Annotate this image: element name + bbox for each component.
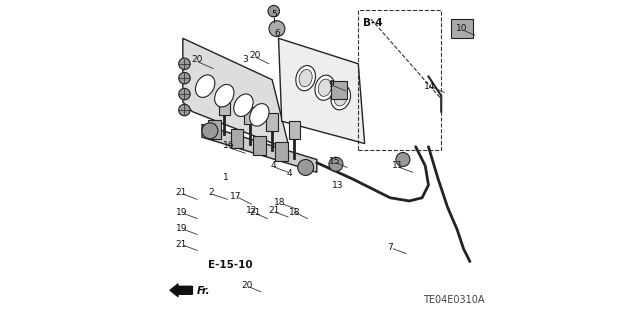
- Text: 12: 12: [246, 206, 257, 215]
- Text: 4: 4: [271, 161, 276, 170]
- Ellipse shape: [331, 85, 351, 110]
- Ellipse shape: [315, 75, 335, 100]
- Bar: [209, 120, 221, 139]
- Bar: [218, 97, 230, 115]
- Bar: [244, 107, 255, 124]
- Text: 19: 19: [175, 208, 187, 217]
- Text: 2: 2: [209, 189, 214, 197]
- Polygon shape: [278, 38, 365, 144]
- Text: 5: 5: [271, 10, 276, 19]
- Text: B-4: B-4: [363, 18, 382, 27]
- Polygon shape: [183, 38, 288, 147]
- Bar: [253, 136, 266, 155]
- Text: 21: 21: [175, 189, 187, 197]
- Text: 1: 1: [223, 173, 228, 182]
- Circle shape: [329, 157, 343, 171]
- Text: E-15-10: E-15-10: [209, 260, 253, 270]
- Text: 14: 14: [424, 82, 436, 91]
- Text: 7: 7: [387, 243, 393, 252]
- Circle shape: [179, 88, 190, 100]
- Ellipse shape: [296, 66, 316, 91]
- Text: 16: 16: [223, 141, 235, 150]
- Bar: [358, 10, 441, 150]
- Text: 13: 13: [332, 181, 343, 189]
- Circle shape: [298, 160, 314, 175]
- Circle shape: [179, 72, 190, 84]
- Ellipse shape: [334, 89, 348, 106]
- Ellipse shape: [250, 104, 269, 126]
- Bar: [289, 121, 300, 139]
- Text: 20: 20: [191, 55, 203, 63]
- Text: 21: 21: [175, 240, 187, 249]
- Text: 11: 11: [392, 161, 404, 170]
- Circle shape: [396, 152, 410, 167]
- Circle shape: [179, 104, 190, 116]
- Circle shape: [202, 123, 218, 139]
- Circle shape: [179, 58, 190, 70]
- Ellipse shape: [318, 79, 332, 96]
- Text: 6: 6: [274, 29, 280, 38]
- Text: 10: 10: [456, 24, 468, 33]
- Text: 3: 3: [242, 55, 248, 63]
- Ellipse shape: [195, 75, 215, 97]
- Text: 20: 20: [241, 281, 252, 290]
- Ellipse shape: [214, 85, 234, 107]
- Text: 21: 21: [249, 208, 260, 217]
- Text: TE04E0310A: TE04E0310A: [423, 295, 484, 305]
- Bar: [275, 142, 288, 161]
- Text: 9: 9: [328, 80, 334, 89]
- Text: 20: 20: [249, 51, 260, 60]
- FancyArrow shape: [170, 284, 193, 297]
- Text: 4: 4: [287, 169, 292, 178]
- Ellipse shape: [234, 94, 253, 116]
- Text: 18: 18: [275, 198, 286, 207]
- Text: 19: 19: [175, 224, 187, 233]
- Bar: [451, 19, 473, 38]
- Circle shape: [268, 5, 280, 17]
- Ellipse shape: [299, 70, 312, 87]
- Text: 17: 17: [230, 192, 241, 201]
- Text: 15: 15: [328, 157, 340, 166]
- Polygon shape: [202, 124, 317, 172]
- Bar: [266, 113, 278, 131]
- Circle shape: [269, 21, 285, 37]
- Text: Fr.: Fr.: [197, 286, 211, 296]
- Bar: [230, 129, 243, 148]
- Text: 18: 18: [289, 208, 300, 217]
- Bar: [331, 81, 347, 99]
- Text: 21: 21: [268, 206, 280, 215]
